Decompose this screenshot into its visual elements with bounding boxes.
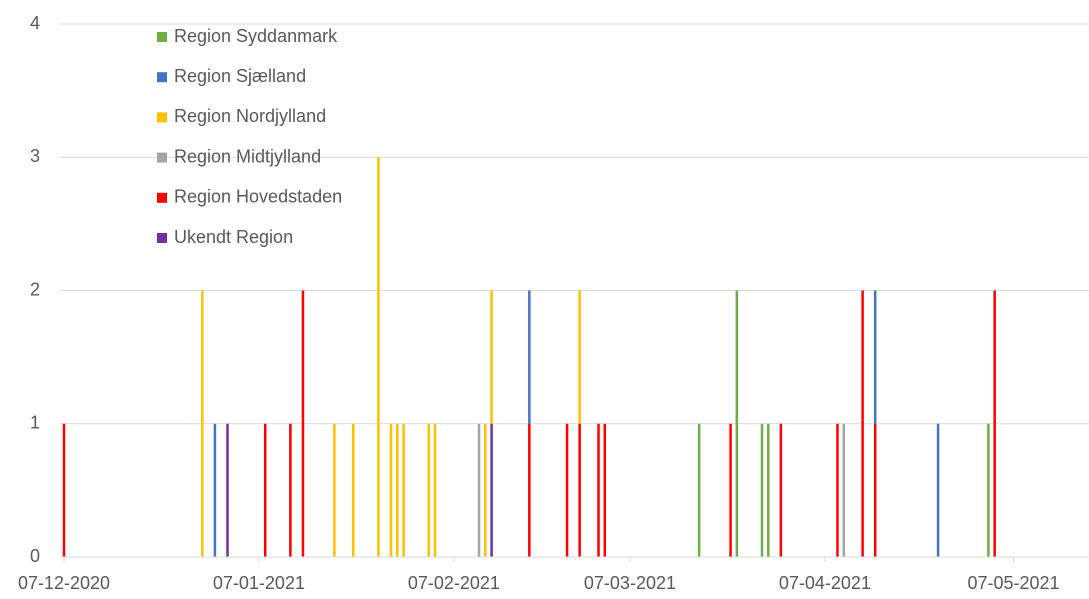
bar	[729, 423, 732, 557]
y-tick-label: 3	[30, 146, 40, 166]
bar	[861, 290, 864, 557]
bar	[565, 423, 569, 557]
bar	[377, 157, 380, 557]
legend-label: Region Sjælland	[174, 66, 306, 86]
bar	[697, 423, 701, 557]
bar	[389, 423, 393, 557]
bar	[936, 423, 940, 557]
bar	[201, 290, 204, 557]
bar	[603, 423, 607, 557]
y-tick-label: 0	[30, 546, 40, 566]
bar	[263, 423, 267, 557]
bar	[842, 423, 846, 557]
legend-label: Ukendt Region	[174, 227, 293, 247]
y-tick-label: 2	[30, 279, 40, 299]
bar	[484, 423, 487, 557]
bar	[333, 423, 336, 557]
bar	[767, 423, 770, 557]
bar	[873, 290, 877, 424]
bar	[779, 423, 783, 557]
bar	[987, 423, 990, 557]
bar	[352, 423, 355, 557]
x-tick-label: 07-02-2021	[408, 573, 500, 593]
bar	[301, 290, 305, 557]
bar	[427, 423, 430, 557]
y-tick-label: 1	[30, 413, 40, 433]
x-tick-label: 07-01-2021	[213, 573, 305, 593]
legend-label: Region Midtjylland	[174, 146, 321, 166]
x-tick-label: 07-12-2020	[18, 573, 110, 593]
legend-label: Region Nordjylland	[174, 106, 326, 126]
bar	[213, 423, 217, 557]
bar	[289, 423, 292, 557]
bar	[396, 423, 399, 557]
bar	[528, 423, 531, 557]
bar	[402, 423, 405, 557]
bar	[226, 423, 229, 557]
bar	[433, 423, 437, 557]
y-tick-label: 4	[30, 13, 40, 33]
bar	[490, 290, 493, 424]
legend-label: Region Hovedstaden	[174, 187, 342, 207]
legend-swatch	[157, 152, 167, 163]
legend-swatch	[157, 192, 167, 203]
bar	[760, 423, 764, 557]
bar	[528, 290, 531, 424]
bar	[735, 290, 739, 557]
bar	[578, 423, 581, 557]
bar	[477, 423, 481, 557]
bar	[597, 423, 600, 557]
legend-swatch	[157, 233, 167, 243]
bar	[836, 423, 839, 557]
legend-swatch	[157, 112, 167, 123]
legend-swatch	[157, 72, 167, 83]
bar	[993, 290, 996, 557]
x-tick-label: 07-05-2021	[968, 573, 1060, 593]
legend-swatch	[157, 32, 167, 42]
x-tick-label: 07-03-2021	[584, 573, 676, 593]
x-tick-label: 07-04-2021	[779, 573, 871, 593]
bar	[578, 290, 581, 424]
bar	[490, 423, 493, 557]
bar	[873, 423, 877, 557]
legend-label: Region Syddanmark	[174, 26, 338, 46]
bar	[62, 423, 66, 557]
